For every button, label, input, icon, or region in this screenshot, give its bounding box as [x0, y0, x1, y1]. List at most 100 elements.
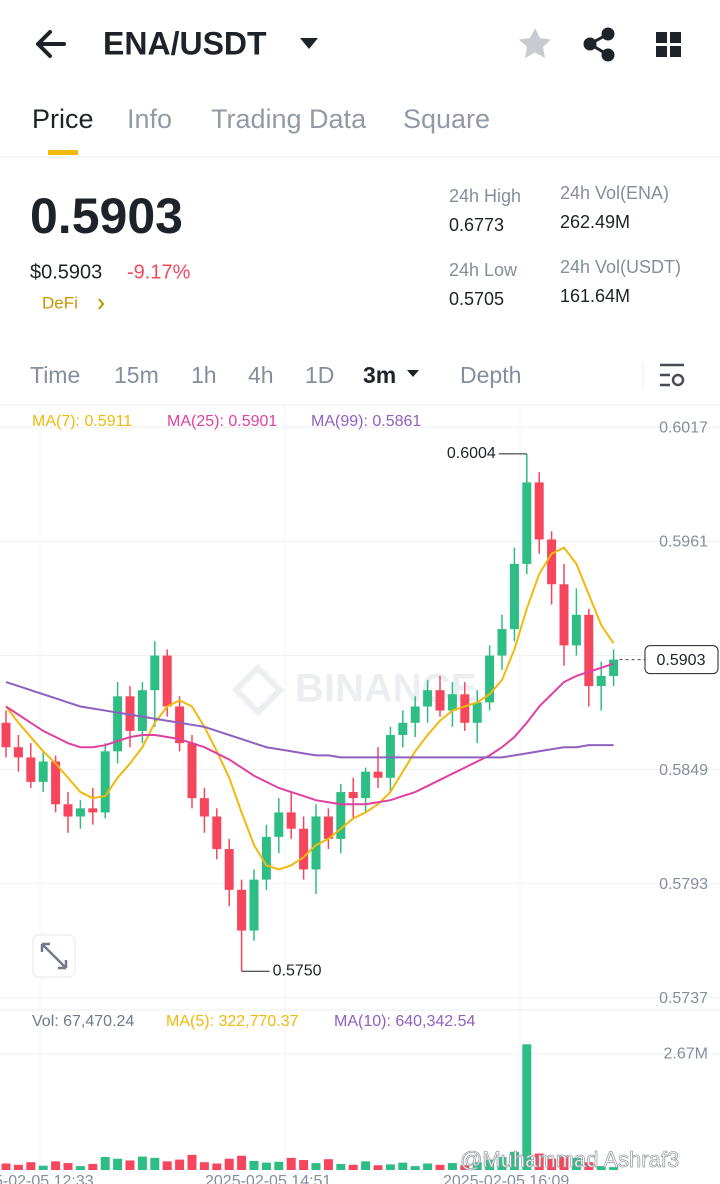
candle-body [299, 828, 309, 870]
candle-body [323, 816, 333, 839]
interval-option[interactable]: 4h [248, 362, 274, 388]
tab[interactable]: Info [127, 104, 172, 134]
interval-option[interactable]: Depth [460, 362, 521, 388]
candle-body [336, 792, 346, 839]
volume-bar [559, 1155, 569, 1170]
pair-dropdown[interactable] [300, 38, 318, 49]
favorite-star[interactable] [519, 28, 551, 58]
grid-menu[interactable] [656, 32, 681, 57]
volume-bar [547, 1158, 557, 1170]
candle-body [51, 761, 61, 805]
volume-bar [150, 1157, 160, 1170]
candle-body [485, 655, 495, 703]
candle-body [410, 706, 420, 723]
volume-bar [26, 1162, 36, 1170]
volume-bar [137, 1156, 147, 1170]
volume-bar [336, 1163, 346, 1170]
candle-body [534, 482, 544, 540]
tab[interactable]: Price [32, 104, 94, 134]
interval-dropdown[interactable] [407, 370, 419, 377]
chart-settings[interactable] [660, 363, 685, 387]
volume-tick-label: 2.67M [664, 1046, 708, 1063]
y-tick-label: 0.6017 [659, 420, 708, 437]
volume-bar [75, 1166, 85, 1170]
volume-bar [51, 1161, 61, 1170]
legend-entry: MA(25): 0.5901 [167, 413, 277, 430]
volume-bar [373, 1165, 383, 1170]
price-change: -9.17% [127, 261, 191, 283]
candle-body [286, 812, 296, 829]
candle-body [75, 808, 85, 817]
candle-body [571, 614, 581, 646]
candle-body [609, 659, 619, 676]
category-tag[interactable]: DeFi [42, 293, 78, 312]
volume-bar [175, 1159, 185, 1170]
last-price: 0.5903 [30, 188, 183, 244]
interval-option[interactable]: 1D [305, 362, 334, 388]
candle-body [447, 694, 457, 711]
volume-bar [584, 1162, 594, 1170]
usd-price: $0.5903 [30, 261, 102, 283]
stat-label: 24h Vol(ENA) [560, 183, 669, 203]
stat-value: 0.6773 [449, 215, 504, 235]
pair-title[interactable]: ENA/USDT [103, 25, 267, 61]
candle-body [1, 722, 11, 748]
volume-bar [38, 1165, 48, 1170]
volume-bar [261, 1162, 271, 1170]
ma-line [5, 546, 615, 871]
ma-line [5, 662, 614, 806]
volume-bar [596, 1166, 606, 1170]
candle-body [100, 751, 110, 813]
candle-body [348, 792, 358, 799]
candle-body [63, 804, 73, 817]
interval-option[interactable]: 15m [114, 362, 159, 388]
expand-button[interactable] [32, 934, 76, 978]
candle-body [559, 584, 569, 646]
volume-bar [571, 1157, 581, 1170]
volume-bar [423, 1163, 433, 1170]
volume-bar [311, 1163, 321, 1170]
volume-bar [435, 1164, 445, 1170]
candle-body [199, 798, 209, 817]
interval-option[interactable]: Time [30, 362, 80, 388]
volume-bar [497, 1157, 507, 1170]
back-button[interactable] [36, 30, 66, 58]
candle-body [522, 482, 532, 564]
tab[interactable]: Trading Data [211, 104, 367, 134]
candle-body [113, 696, 123, 752]
y-tick-label: 0.5793 [659, 876, 708, 893]
candle-body [13, 747, 23, 758]
tab[interactable]: Square [403, 104, 490, 134]
watermark-logo [231, 663, 285, 717]
volume-bar [100, 1157, 110, 1170]
stat-value: 161.64M [560, 286, 630, 306]
candle-body [423, 690, 433, 707]
volume-legend: MA(5): 322,770.37 [166, 1013, 299, 1030]
candle-body [472, 702, 482, 723]
volume-bar [348, 1164, 358, 1170]
volume-bar [187, 1154, 197, 1170]
interval-option[interactable]: 3m [363, 362, 396, 388]
volume-bar [534, 1153, 544, 1170]
credit-watermark: @Muhammad Ashraf3 [460, 1147, 679, 1172]
candle-body [460, 694, 470, 723]
candle-body [311, 816, 321, 870]
x-tick-label: 5-02-05 12:33 [0, 1173, 94, 1184]
y-tick-label: 0.5961 [659, 534, 708, 551]
tag-chevron [98, 298, 105, 310]
volume-bar [485, 1159, 495, 1170]
candle-body [237, 889, 247, 931]
interval-option[interactable]: 1h [191, 362, 217, 388]
candle-body [125, 696, 135, 731]
y-tick-label: 0.5737 [659, 990, 708, 1007]
candle-body [88, 808, 98, 813]
volume-bar [460, 1165, 470, 1170]
candle-body [497, 629, 507, 656]
share-button[interactable] [583, 27, 615, 62]
candle-body [373, 771, 383, 778]
volume-bar [609, 1167, 619, 1170]
candle-body [150, 655, 160, 691]
volume-legend: MA(10): 640,342.54 [334, 1013, 476, 1030]
volume-bar [224, 1158, 234, 1170]
